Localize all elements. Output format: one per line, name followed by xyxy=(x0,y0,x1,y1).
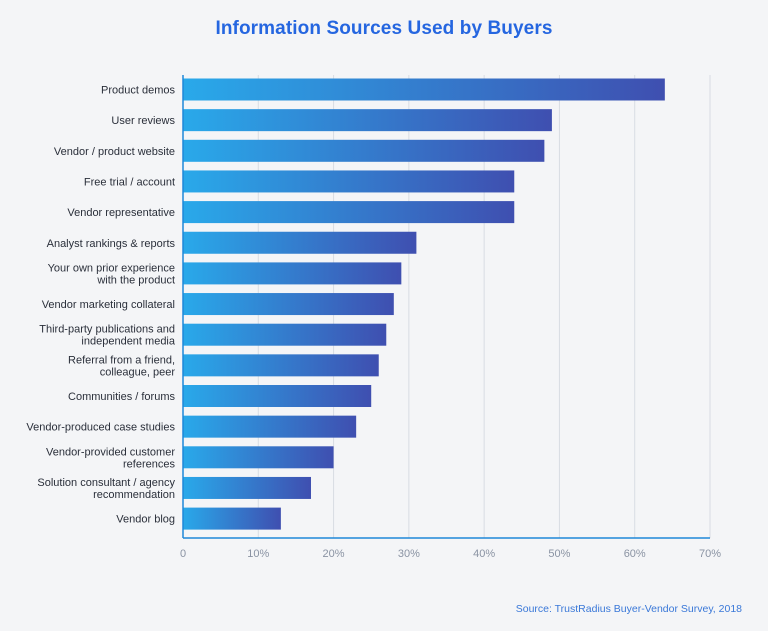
category-label: Referral from a friend, colleague, peer xyxy=(68,354,175,378)
bar xyxy=(183,262,402,285)
category-label: Vendor-produced case studies xyxy=(26,422,175,434)
x-tick-labels: 0 10% 20% 30% 40% 50% 60% 70% xyxy=(180,548,721,560)
x-tick-label: 70% xyxy=(699,548,721,560)
bars xyxy=(183,78,665,530)
bar xyxy=(183,507,281,530)
bar xyxy=(183,231,417,254)
source-note: Source: TrustRadius Buyer-Vendor Survey,… xyxy=(515,603,742,615)
category-label: Vendor / product website xyxy=(54,146,175,158)
category-labels: Product demos User reviews Vendor / produc… xyxy=(26,85,175,526)
bar xyxy=(183,323,387,346)
category-label: Product demos xyxy=(101,85,175,97)
x-tick-label: 60% xyxy=(624,548,646,560)
chart-title: Information Sources Used by Buyers xyxy=(215,18,553,39)
bar xyxy=(183,170,515,193)
category-label: Your own prior experience with the produc… xyxy=(48,262,175,286)
category-label: Free trial / account xyxy=(84,176,175,188)
x-tick-label: 20% xyxy=(323,548,345,560)
category-label: Third-party publications and independent … xyxy=(39,324,176,348)
category-label: Vendor representative xyxy=(67,207,175,219)
bar xyxy=(183,139,545,162)
x-tick-label: 0 xyxy=(180,548,186,560)
axes xyxy=(182,75,710,539)
x-tick-label: 10% xyxy=(247,548,269,560)
category-label: Vendor marketing collateral xyxy=(42,299,175,311)
category-label: Communities / forums xyxy=(68,391,175,403)
category-label: Analyst rankings & reports xyxy=(47,238,176,250)
bar xyxy=(183,415,357,438)
category-label: Vendor blog xyxy=(116,514,175,526)
x-tick-label: 30% xyxy=(398,548,420,560)
category-label: User reviews xyxy=(111,115,175,127)
category-label: Solution consultant / agency recommendati… xyxy=(37,477,175,501)
x-tick-label: 50% xyxy=(548,548,570,560)
bar xyxy=(183,354,379,377)
x-tick-label: 40% xyxy=(473,548,495,560)
bar xyxy=(183,109,552,132)
bar xyxy=(183,476,311,499)
bar xyxy=(183,293,394,316)
bar xyxy=(183,385,372,407)
bar xyxy=(183,78,665,101)
bar xyxy=(183,446,334,469)
bar xyxy=(183,201,515,224)
category-label: Vendor-provided customer references xyxy=(46,446,176,470)
